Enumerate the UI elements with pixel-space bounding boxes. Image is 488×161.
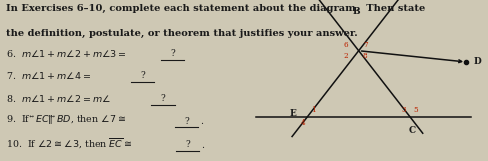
Text: ?: ?	[161, 94, 165, 103]
Text: 3: 3	[402, 106, 406, 114]
Text: ?: ?	[184, 117, 189, 126]
Text: .: .	[202, 141, 204, 150]
Text: 2: 2	[344, 52, 348, 60]
Text: 6.  $m\angle 1 + m\angle 2 + m\angle 3 = $: 6. $m\angle 1 + m\angle 2 + m\angle 3 = …	[6, 48, 129, 59]
Text: C: C	[409, 126, 416, 135]
Text: 5: 5	[414, 106, 418, 114]
Text: 4: 4	[301, 119, 305, 127]
Text: 1: 1	[311, 106, 316, 114]
Text: E: E	[290, 109, 297, 118]
Text: 7: 7	[363, 41, 367, 49]
Text: 9.  If $\overleftrightarrow{EC} \| \overleftrightarrow{BD}$, then $\angle 7 \con: 9. If $\overleftrightarrow{EC} \| \overl…	[6, 113, 129, 126]
Text: the definition, postulate, or theorem that justifies your answer.: the definition, postulate, or theorem th…	[6, 29, 358, 38]
Text: ?: ?	[170, 49, 175, 58]
Text: 8.  $m\angle 1 + m\angle 2 = m\angle$: 8. $m\angle 1 + m\angle 2 = m\angle$	[6, 93, 112, 104]
Text: B: B	[352, 7, 360, 16]
Text: 7.  $m\angle 1 + m\angle 4 = $: 7. $m\angle 1 + m\angle 4 = $	[6, 70, 94, 81]
Text: 10.  If $\angle 2 \cong \angle 3$, then $\overline{EC} \cong$: 10. If $\angle 2 \cong \angle 3$, then $…	[6, 136, 135, 150]
Text: ?: ?	[140, 71, 145, 80]
Text: In Exercises 6–10, complete each statement about the diagram.  Then state: In Exercises 6–10, complete each stateme…	[6, 4, 425, 13]
Text: ?: ?	[185, 140, 190, 149]
Text: 8: 8	[363, 52, 367, 60]
Text: .: .	[201, 117, 203, 126]
Text: 6: 6	[344, 41, 348, 49]
Text: D: D	[473, 57, 481, 66]
